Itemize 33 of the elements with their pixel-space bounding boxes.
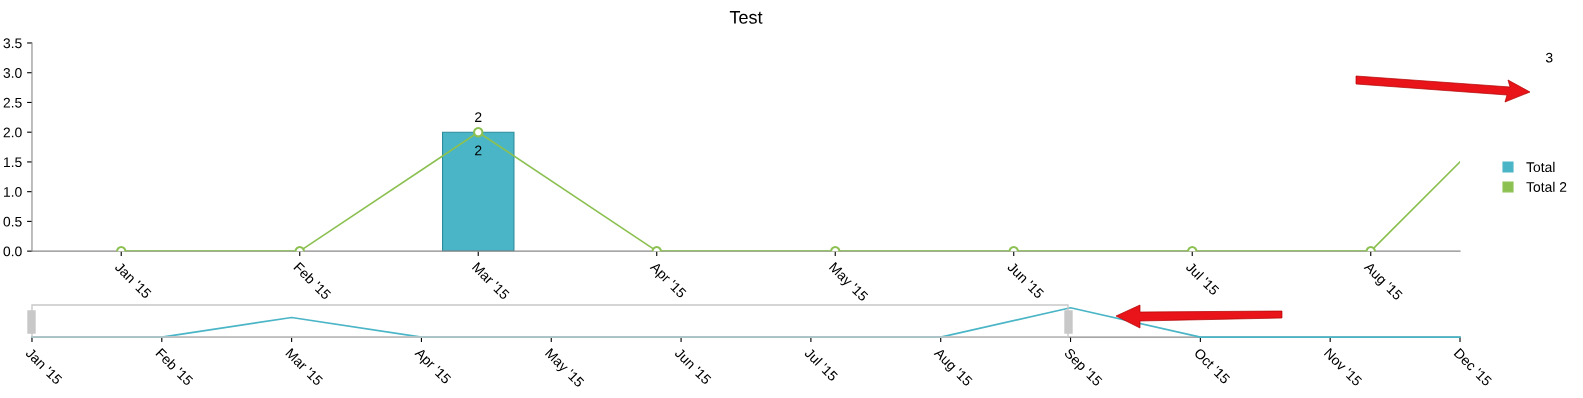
x-tick-label: Aug '15 xyxy=(931,347,973,389)
x-tick-label: Apr '15 xyxy=(412,347,452,387)
x-tick-label: Mar '15 xyxy=(471,262,510,301)
x-tick-label: Dec '15 xyxy=(1453,347,1493,387)
x-tick-label: Oct '15 xyxy=(1193,347,1231,385)
x-tick-label: Nov '15 xyxy=(1323,347,1363,387)
legend-label: Total 2 xyxy=(1526,181,1567,192)
x-tick-label: Jun '15 xyxy=(1006,261,1045,300)
chart-title: Test xyxy=(729,11,763,24)
y-tick-label: 0.5 xyxy=(3,216,22,227)
x-tick-label: Mar '15 xyxy=(285,347,324,387)
y-tick-label: 2.5 xyxy=(3,97,22,108)
data-label: 3 xyxy=(1545,52,1553,63)
x-tick-label: Apr '15 xyxy=(647,261,687,301)
y-tick-label: 3.5 xyxy=(3,38,22,49)
x-tick-label: Jul '15 xyxy=(1185,261,1220,296)
x-tick-label: Feb '15 xyxy=(155,347,194,387)
x-tick-label: Sep '15 xyxy=(1061,347,1103,389)
x-tick-label: Jun '15 xyxy=(674,347,712,385)
x-tick-label: Aug '15 xyxy=(1361,261,1403,303)
x-tick-label: May '15 xyxy=(542,347,585,390)
y-tick-label: 2.0 xyxy=(3,127,22,138)
data-label: 2 xyxy=(475,112,482,122)
legend-label: Total xyxy=(1526,161,1555,173)
y-tick-label: 1.0 xyxy=(4,187,22,197)
x-tick-label: Feb '15 xyxy=(293,261,332,301)
y-tick-label: 0.0 xyxy=(3,246,22,257)
x-tick-label: Jan '15 xyxy=(24,347,63,385)
y-tick-label: 1.5 xyxy=(4,157,22,168)
x-tick-label: Jul '15 xyxy=(803,346,839,382)
x-tick-label: Jan '15 xyxy=(114,261,152,300)
y-tick-label: 3.0 xyxy=(3,68,22,78)
data-label: 2 xyxy=(475,145,482,156)
